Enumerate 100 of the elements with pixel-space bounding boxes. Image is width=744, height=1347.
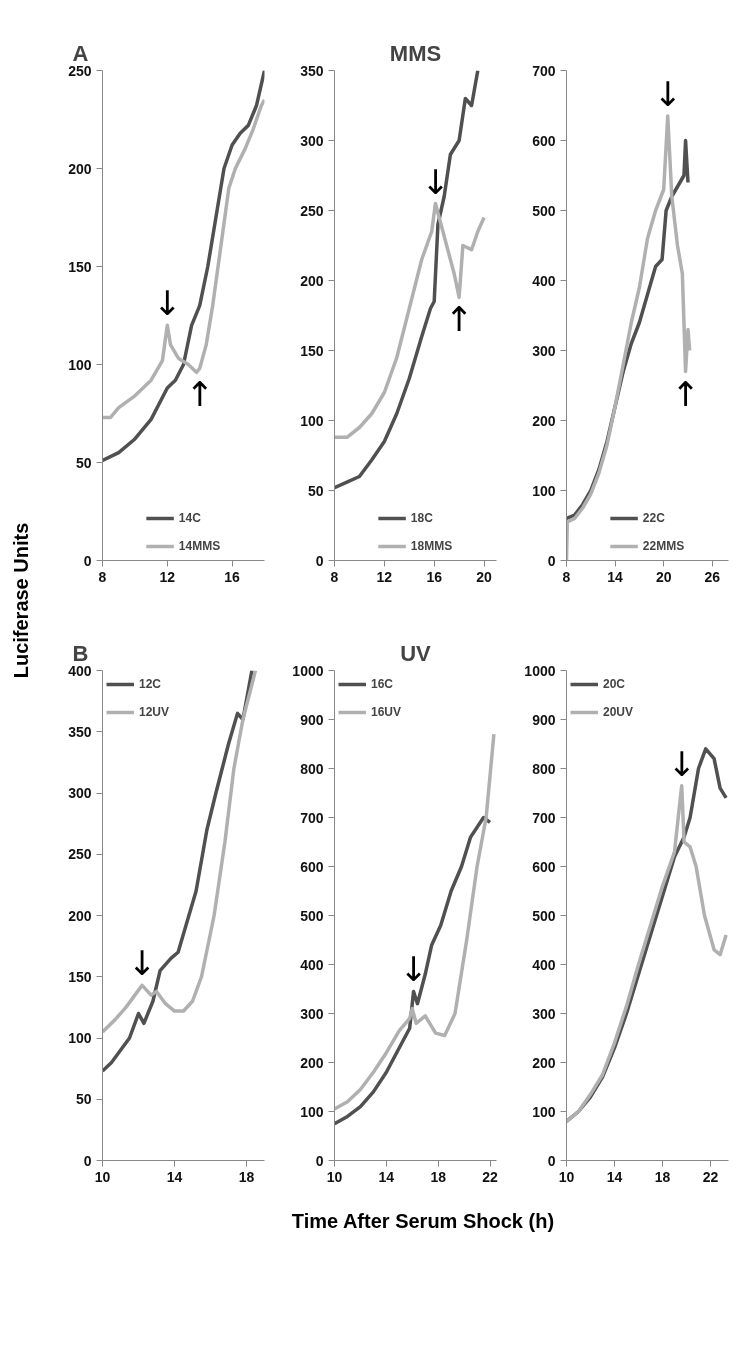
x-tick-label: 26 xyxy=(704,568,721,585)
x-tick-label: 18 xyxy=(430,1168,447,1185)
line-series xyxy=(334,732,496,1111)
legend-label: 12UV xyxy=(139,705,170,719)
y-tick-label: 350 xyxy=(68,723,92,740)
y-tick-label: 0 xyxy=(315,1152,324,1169)
annotation: ↓ xyxy=(153,283,182,324)
y-tick-label: 0 xyxy=(315,552,324,569)
x-tick-label: 20 xyxy=(476,568,493,585)
annotation: ↑ xyxy=(671,373,700,414)
y-tick-label: 100 xyxy=(532,482,556,499)
y-tick-label: 200 xyxy=(532,1054,556,1071)
legend-label: 16C xyxy=(371,677,394,691)
x-tick-label: 14 xyxy=(606,1168,623,1185)
y-tick-label: 350 xyxy=(300,62,324,79)
x-axis-title: Time After Serum Shock (h) xyxy=(291,1209,555,1232)
y-tick-label: 1000 xyxy=(292,662,324,679)
y-tick-label: 500 xyxy=(300,907,324,924)
y-tick-label: 100 xyxy=(68,356,92,373)
y-tick-label: 100 xyxy=(532,1103,556,1120)
annotation: ↓ xyxy=(127,943,157,984)
y-tick-label: 200 xyxy=(300,272,324,289)
y-tick-label: 700 xyxy=(532,809,556,826)
legend-label: 20C xyxy=(603,677,626,691)
line-series xyxy=(334,815,492,1126)
y-tick-label: 100 xyxy=(68,1030,92,1046)
y-tick-label: 50 xyxy=(307,482,324,499)
legend-label: 12C xyxy=(139,677,162,691)
annotation: ↑ xyxy=(444,299,474,340)
x-tick-label: 12 xyxy=(159,568,176,585)
x-tick-label: 18 xyxy=(654,1168,671,1185)
x-tick-label: 14 xyxy=(607,568,624,585)
annotation: ↓ xyxy=(667,743,696,784)
y-tick-label: 500 xyxy=(532,202,556,219)
y-tick-label: 400 xyxy=(532,272,556,289)
y-tick-label: 200 xyxy=(68,907,92,924)
legend-label: 18MMS xyxy=(410,539,453,553)
y-tick-label: 200 xyxy=(532,412,556,429)
y-tick-label: 0 xyxy=(83,1152,92,1169)
chart-title: UV xyxy=(400,640,432,666)
y-tick-label: 0 xyxy=(547,552,556,569)
x-tick-label: 12 xyxy=(376,568,393,585)
x-tick-label: 14 xyxy=(378,1168,395,1185)
y-tick-label: 200 xyxy=(68,160,92,177)
y-tick-label: 1000 xyxy=(524,662,556,679)
x-tick-label: 22 xyxy=(702,1168,719,1185)
y-tick-label: 0 xyxy=(83,552,92,569)
line-series xyxy=(102,70,265,463)
x-tick-label: 10 xyxy=(558,1168,575,1185)
y-tick-label: 700 xyxy=(532,62,556,79)
y-tick-label: 50 xyxy=(75,454,92,471)
x-tick-label: 14 xyxy=(166,1168,183,1185)
x-tick-label: 16 xyxy=(426,568,443,585)
y-tick-label: 800 xyxy=(300,760,324,777)
y-tick-label: 500 xyxy=(532,907,556,924)
legend-label: 14C xyxy=(178,511,201,525)
y-axis-title: Luciferase Units xyxy=(9,522,32,679)
y-tick-label: 100 xyxy=(300,1103,324,1120)
y-tick-label: 250 xyxy=(300,202,324,219)
annotation: ↓ xyxy=(399,949,428,990)
annotation: ↓ xyxy=(421,161,450,202)
x-tick-label: 18 xyxy=(238,1168,255,1185)
y-tick-label: 600 xyxy=(300,858,324,875)
legend-label: 18C xyxy=(410,511,433,525)
x-tick-label: 10 xyxy=(326,1168,343,1185)
y-tick-label: 100 xyxy=(300,412,324,429)
y-tick-label: 300 xyxy=(68,785,92,801)
x-tick-label: 22 xyxy=(482,1168,499,1185)
x-tick-label: 10 xyxy=(94,1168,111,1185)
y-tick-label: 400 xyxy=(300,956,324,973)
legend-label: 14MMS xyxy=(178,539,221,553)
legend-label: 22MMS xyxy=(642,539,685,553)
line-series xyxy=(102,98,265,420)
line-series xyxy=(334,70,480,490)
line-series xyxy=(334,201,486,440)
x-tick-label: 16 xyxy=(224,568,241,585)
y-tick-label: 200 xyxy=(300,1054,324,1071)
annotation: ↓ xyxy=(653,74,683,114)
y-tick-label: 400 xyxy=(532,956,556,973)
legend-label: 22C xyxy=(642,511,665,525)
x-tick-label: 8 xyxy=(562,568,571,585)
x-tick-label: 8 xyxy=(98,568,107,585)
y-tick-label: 300 xyxy=(532,342,556,359)
chart-title: MMS xyxy=(389,40,442,66)
y-tick-label: 600 xyxy=(532,132,556,149)
y-tick-label: 800 xyxy=(532,760,556,777)
y-tick-label: 50 xyxy=(75,1091,92,1108)
y-tick-label: 150 xyxy=(68,968,92,985)
y-tick-label: 600 xyxy=(532,858,556,875)
y-tick-label: 250 xyxy=(68,846,92,863)
y-tick-label: 900 xyxy=(300,711,324,728)
y-tick-label: 300 xyxy=(300,132,324,149)
y-tick-label: 300 xyxy=(300,1005,324,1022)
x-tick-label: 20 xyxy=(655,568,672,585)
line-series xyxy=(566,114,692,561)
y-tick-label: 150 xyxy=(300,342,324,359)
y-tick-label: 150 xyxy=(68,258,92,275)
legend-label: 16UV xyxy=(371,705,402,719)
annotation: ↑ xyxy=(185,374,214,415)
x-tick-label: 8 xyxy=(330,568,339,585)
